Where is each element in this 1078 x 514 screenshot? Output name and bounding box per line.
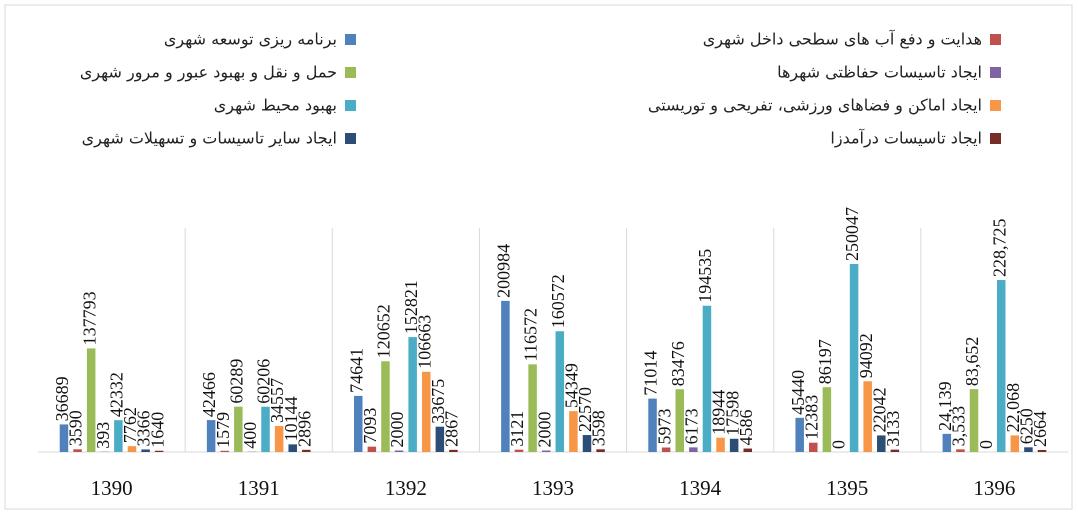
legend-label: ایجاد تاسیسات حفاظتی شهرها [777,63,982,83]
value-label: 400 [240,422,260,449]
value-label: 2867 [442,411,462,447]
x-tick-label: 1393 [532,476,574,500]
value-label: 7093 [360,408,380,444]
bar [395,450,404,452]
value-label: 137793 [79,291,99,345]
legend-swatch [990,133,1001,144]
legend-swatch [990,100,1001,111]
value-label: 5973 [654,409,674,445]
value-label: 0 [976,440,996,449]
value-label: 2000 [534,411,554,447]
value-label: 2664 [1030,411,1050,447]
value-label: 194535 [695,249,715,303]
bar [891,450,900,452]
legend-swatch [345,34,356,45]
value-label: 0 [829,440,849,449]
value-label: 250047 [842,207,862,261]
value-label: 160572 [548,274,568,328]
value-label: 83,652 [962,337,982,387]
legend-label: برنامه ریزی توسعه شهری [164,30,337,50]
value-label: 42466 [199,372,219,417]
value-label: 120652 [374,304,394,358]
legend-swatch [990,34,1001,45]
value-label: 2896 [294,411,314,447]
x-tick-label: 1391 [238,476,280,500]
bar [141,449,150,452]
legend-label: حمل و نقل و بهبود عبور و مرور شهری [80,63,337,83]
value-label: 86197 [815,339,835,384]
value-label: 3121 [507,411,527,447]
value-label: 3133 [883,411,903,447]
value-label: 200984 [494,244,514,298]
x-tick-label: 1392 [385,476,427,500]
bar [1038,450,1047,452]
value-label: 74641 [346,348,366,393]
value-label: 116572 [521,308,541,361]
bar [743,449,752,452]
bar [1024,447,1033,452]
value-label: 3,533 [949,406,969,447]
legend-swatch [990,67,1001,78]
value-label: 1579 [213,412,233,448]
legend-label: ایجاد تاسیسات درآمدزا [830,129,982,149]
bar [809,443,818,452]
page: {"chart_data": {"type": "bar", "categori… [0,0,1078,514]
value-label: 60289 [226,359,246,404]
bar [689,447,698,452]
legend-swatch [345,67,356,78]
legend-label: بهبود محیط شهری [214,96,337,116]
bar [449,450,458,452]
value-label: 3590 [66,410,86,446]
legend-label: ایجاد اماکن و فضاهای ورزشی، تفریحی و تور… [648,96,982,116]
value-label: 228,725 [989,219,1009,277]
value-label: 83476 [668,341,688,386]
bar [302,450,311,452]
legend-label: ایجاد سایر تاسیسات و تسهیلات شهری [82,129,337,149]
value-label: 393 [93,422,113,449]
chart: برنامه ریزی توسعه شهری هدایت و دفع آب های… [0,0,1078,514]
value-label: 4586 [736,410,756,446]
bar [596,449,605,452]
legend-swatch [345,100,356,111]
value-label: 12383 [801,395,821,440]
x-tick-label: 1394 [679,476,722,500]
value-label: 1640 [147,412,167,448]
value-label: 2000 [387,411,407,447]
x-tick-label: 1396 [973,476,1015,500]
bar [515,450,524,452]
x-tick-label: 1395 [826,476,868,500]
bar [220,451,229,452]
legend-label: هدایت و دفع آب های سطحی داخل شهری [703,30,982,50]
bar [155,451,164,452]
value-label: 3598 [589,410,609,446]
value-label: 71014 [641,351,661,396]
bar [956,449,965,452]
legend-swatch [345,133,356,144]
value-label: 106663 [414,315,434,369]
bar [716,438,725,452]
bar [662,448,671,452]
bar [542,450,551,452]
x-tick-label: 1390 [91,476,133,500]
value-label: 6173 [681,408,701,444]
value-label: 94092 [856,333,876,378]
bar [368,447,377,452]
bar [73,449,82,452]
